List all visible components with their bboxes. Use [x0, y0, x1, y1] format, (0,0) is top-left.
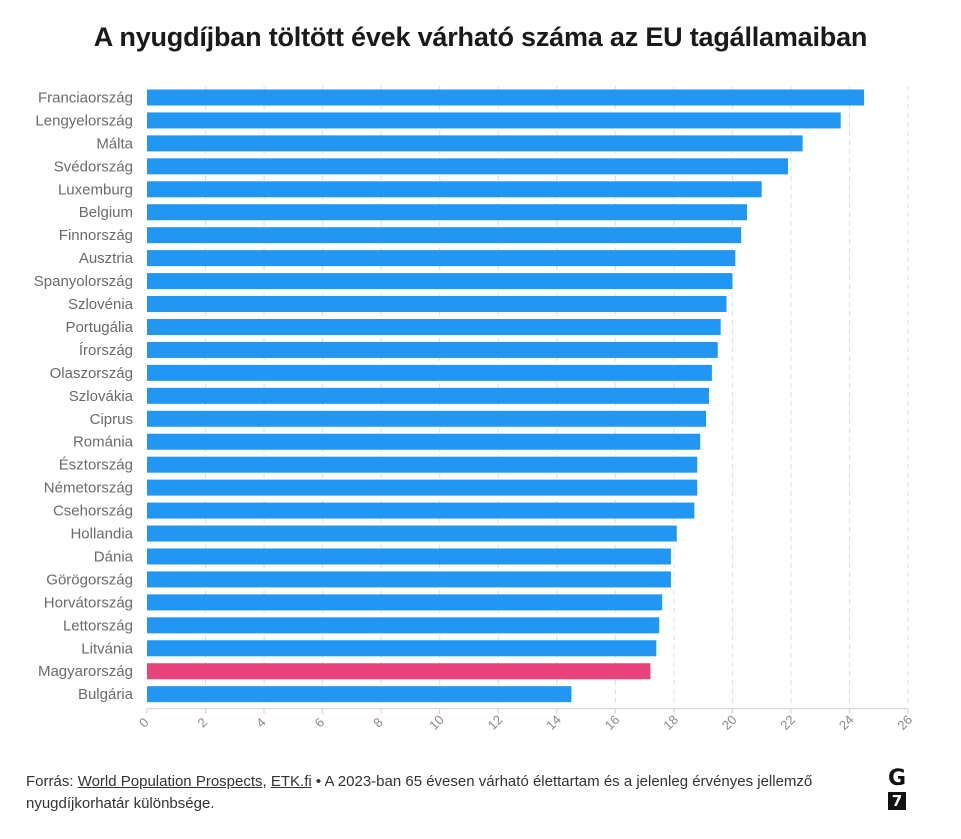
category-label-16: Észtország — [59, 457, 133, 474]
x-tick-label-0: 0 — [136, 715, 152, 731]
bar-1 — [147, 112, 841, 129]
bar-16 — [147, 456, 698, 473]
x-tick-label-26: 26 — [894, 712, 915, 733]
category-label-26: Bulgária — [78, 686, 134, 703]
bar-25 — [147, 663, 651, 680]
bar-20 — [147, 548, 671, 565]
x-tick-label-12: 12 — [485, 712, 506, 733]
bar-4 — [147, 181, 762, 198]
footer-prefix: Forrás: — [26, 773, 78, 790]
source-link-etk[interactable]: ETK.fi — [270, 773, 312, 790]
category-label-24: Litvánia — [81, 640, 133, 657]
category-label-21: Görögország — [46, 571, 133, 588]
category-label-13: Szlovákia — [69, 388, 134, 405]
category-label-3: Svédország — [54, 158, 133, 175]
bar-14 — [147, 410, 707, 427]
category-label-6: Finnország — [59, 227, 133, 244]
logo-letter-g: G — [887, 766, 907, 791]
x-tick-label-4: 4 — [253, 715, 269, 731]
category-label-17: Németország — [44, 480, 133, 497]
logo-number-7: 7 — [888, 792, 906, 810]
x-tick-label-18: 18 — [660, 712, 681, 733]
category-label-9: Szlovénia — [68, 296, 134, 313]
bar-12 — [147, 364, 712, 381]
category-label-11: Írország — [79, 342, 133, 359]
bar-6 — [147, 227, 742, 244]
bar-19 — [147, 525, 677, 542]
x-tick-label-20: 20 — [719, 712, 740, 733]
category-label-15: Románia — [73, 434, 134, 451]
g7-logo: G 7 — [884, 768, 910, 810]
category-label-0: Franciaország — [38, 89, 133, 106]
category-label-14: Ciprus — [90, 411, 133, 428]
source-link-world-population-prospects[interactable]: World Population Prospects — [77, 773, 263, 790]
bar-10 — [147, 318, 721, 335]
bar-18 — [147, 502, 695, 519]
bar-0 — [147, 89, 865, 106]
category-label-12: Olaszország — [50, 365, 133, 382]
x-tick-label-14: 14 — [543, 712, 564, 733]
x-tick-label-10: 10 — [426, 712, 447, 733]
category-label-18: Csehország — [53, 503, 133, 520]
bar-8 — [147, 273, 733, 290]
bar-9 — [147, 296, 727, 313]
category-label-19: Hollandia — [70, 526, 133, 543]
bar-24 — [147, 640, 657, 657]
x-tick-label-22: 22 — [777, 712, 798, 733]
x-tick-label-16: 16 — [602, 712, 623, 733]
bar-22 — [147, 594, 663, 611]
category-label-23: Lettország — [63, 617, 133, 634]
bar-26 — [147, 686, 572, 703]
bar-17 — [147, 479, 698, 496]
category-label-1: Lengyelország — [35, 112, 133, 129]
category-label-10: Portugália — [65, 319, 133, 336]
x-tick-label-24: 24 — [836, 712, 857, 733]
footer-separator: , — [262, 773, 271, 790]
category-label-2: Málta — [96, 135, 133, 152]
bar-3 — [147, 158, 788, 175]
category-label-7: Ausztria — [79, 250, 134, 267]
category-label-22: Horvátország — [44, 594, 133, 611]
bar-13 — [147, 387, 709, 404]
bar-23 — [147, 617, 660, 634]
category-label-5: Belgium — [79, 204, 133, 221]
x-tick-label-6: 6 — [312, 715, 328, 731]
bar-21 — [147, 571, 671, 588]
category-label-25: Magyarország — [38, 663, 133, 680]
category-label-8: Spanyolország — [34, 273, 133, 290]
category-label-4: Luxemburg — [58, 181, 133, 198]
bar-5 — [147, 204, 748, 221]
bar-11 — [147, 341, 718, 358]
x-tick-label-8: 8 — [370, 715, 386, 731]
bar-2 — [147, 135, 803, 152]
bar-7 — [147, 250, 736, 267]
footer-note: Forrás: World Population Prospects, ETK.… — [26, 771, 856, 815]
footer-description: • A 2023-ban 65 évesen várható élettarta… — [26, 773, 813, 812]
bar-chart: Franciaország Lengyelország Málta Svédorszá… — [34, 86, 915, 733]
category-label-20: Dánia — [94, 548, 134, 565]
chart-title: A nyugdíjban töltött évek várható száma … — [93, 22, 868, 52]
bar-15 — [147, 433, 701, 450]
x-tick-label-2: 2 — [194, 715, 210, 731]
